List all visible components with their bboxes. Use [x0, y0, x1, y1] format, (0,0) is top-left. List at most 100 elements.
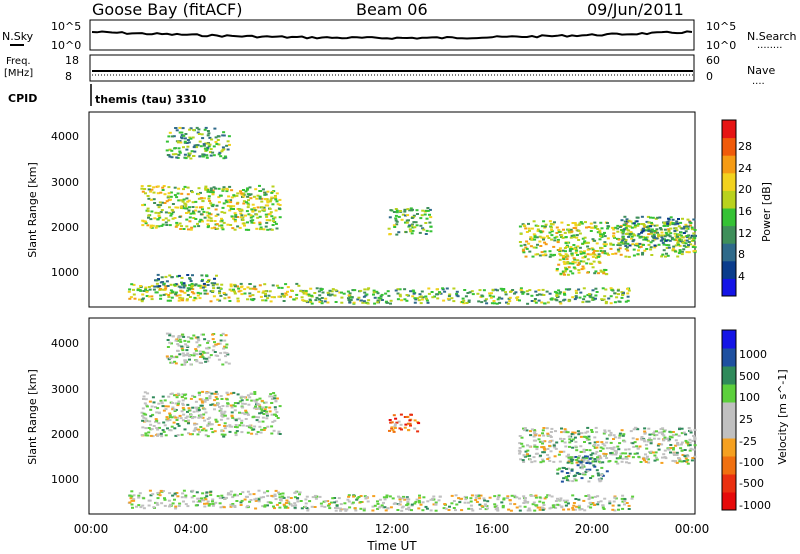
power-y-axis: 1000 2000 3000 4000 — [51, 130, 79, 279]
heatmap-cell — [577, 472, 581, 475]
heatmap-cell — [685, 239, 689, 242]
heatmap-cell — [677, 252, 681, 255]
heatmap-cell — [209, 300, 213, 303]
heatmap-cell — [570, 254, 574, 257]
heatmap-cell — [210, 282, 214, 285]
heatmap-cell — [183, 137, 187, 140]
heatmap-cell — [170, 425, 174, 428]
heatmap-cell — [687, 427, 691, 429]
heatmap-cell — [547, 456, 551, 459]
heatmap-cell — [522, 251, 526, 254]
heatmap-cell — [132, 494, 136, 497]
heatmap-cell — [161, 395, 165, 398]
heatmap-cell — [280, 292, 284, 295]
heatmap-cell — [145, 405, 149, 408]
heatmap-cell — [689, 236, 693, 239]
heatmap-cell — [603, 295, 607, 298]
heatmap-cell — [424, 222, 428, 224]
heatmap-cell — [340, 291, 343, 294]
heatmap-cell — [300, 296, 304, 299]
velocity-heatmap — [127, 332, 697, 512]
heatmap-cell — [601, 474, 605, 477]
heatmap-cell — [693, 249, 697, 252]
heatmap-cell — [203, 284, 207, 287]
heatmap-cell — [658, 216, 662, 219]
heatmap-cell — [408, 508, 411, 511]
heatmap-cell — [647, 221, 651, 224]
heatmap-cell — [175, 338, 179, 341]
heatmap-cell — [533, 434, 537, 437]
heatmap-cell — [541, 458, 545, 461]
heatmap-cell — [154, 291, 158, 294]
heatmap-cell — [597, 474, 601, 477]
heatmap-cell — [199, 352, 203, 355]
heatmap-cell — [234, 431, 238, 434]
heatmap-cell — [526, 444, 529, 447]
heatmap-cell — [577, 223, 581, 226]
heatmap-cell — [152, 401, 156, 404]
heatmap-cell — [306, 509, 310, 512]
heatmap-cell — [209, 213, 213, 216]
heatmap-cell — [532, 233, 536, 236]
heatmap-cell — [592, 464, 596, 467]
heatmap-cell — [192, 129, 196, 132]
heatmap-cell — [351, 501, 355, 504]
heatmap-cell — [586, 253, 590, 256]
heatmap-cell — [305, 293, 309, 296]
heatmap-cell — [192, 217, 196, 219]
heatmap-cell — [172, 356, 176, 359]
heatmap-cell — [161, 490, 165, 492]
heatmap-cell — [173, 283, 177, 286]
heatmap-cell — [315, 296, 319, 299]
heatmap-cell — [196, 291, 200, 294]
heatmap-cell — [665, 233, 669, 236]
heatmap-cell — [553, 236, 557, 239]
xtick-1200: 12:00 — [375, 522, 410, 536]
heatmap-cell — [178, 140, 182, 143]
heatmap-cell — [199, 218, 203, 221]
heatmap-cell — [275, 284, 279, 287]
heatmap-cell — [641, 251, 645, 254]
heatmap-cell — [222, 148, 226, 151]
time-axis: 00:00 04:00 08:00 12:00 16:00 20:00 00:0… — [74, 522, 710, 553]
heatmap-cell — [206, 189, 210, 191]
heatmap-cell — [516, 296, 520, 299]
velocity-cbar-tick-25: 25 — [739, 413, 753, 426]
heatmap-cell — [653, 244, 657, 247]
heatmap-cell — [574, 479, 578, 482]
heatmap-cell — [189, 280, 193, 282]
heatmap-cell — [567, 231, 571, 233]
xtick-2000: 20:00 — [575, 522, 610, 536]
heatmap-cell — [687, 251, 691, 254]
heatmap-cell — [217, 358, 221, 361]
heatmap-cell — [553, 239, 557, 242]
heatmap-cell — [519, 288, 523, 291]
heatmap-cell — [264, 193, 268, 196]
heatmap-cell — [657, 443, 661, 446]
heatmap-cell — [246, 202, 250, 205]
heatmap-cell — [174, 362, 178, 365]
heatmap-cell — [274, 498, 278, 501]
heatmap-cell — [226, 353, 230, 356]
heatmap-cell — [535, 504, 539, 507]
heatmap-cell — [155, 411, 159, 414]
heatmap-cell — [567, 229, 571, 232]
heatmap-cell — [399, 413, 403, 416]
heatmap-cell — [540, 293, 544, 296]
heatmap-cell — [469, 500, 473, 503]
heatmap-cell — [408, 209, 412, 212]
heatmap-cell — [376, 500, 379, 503]
heatmap-cell — [218, 224, 221, 227]
heatmap-cell — [504, 291, 507, 294]
heatmap-cell — [586, 248, 590, 251]
heatmap-cell — [464, 295, 468, 298]
heatmap-cell — [582, 459, 586, 462]
heatmap-cell — [627, 455, 631, 458]
heatmap-cell — [454, 509, 457, 512]
heatmap-cell — [229, 207, 233, 210]
heatmap-cell — [190, 417, 194, 420]
heatmap-cell — [235, 194, 239, 197]
heatmap-cell — [229, 493, 232, 496]
heatmap-cell — [163, 193, 167, 196]
heatmap-cell — [566, 224, 570, 226]
